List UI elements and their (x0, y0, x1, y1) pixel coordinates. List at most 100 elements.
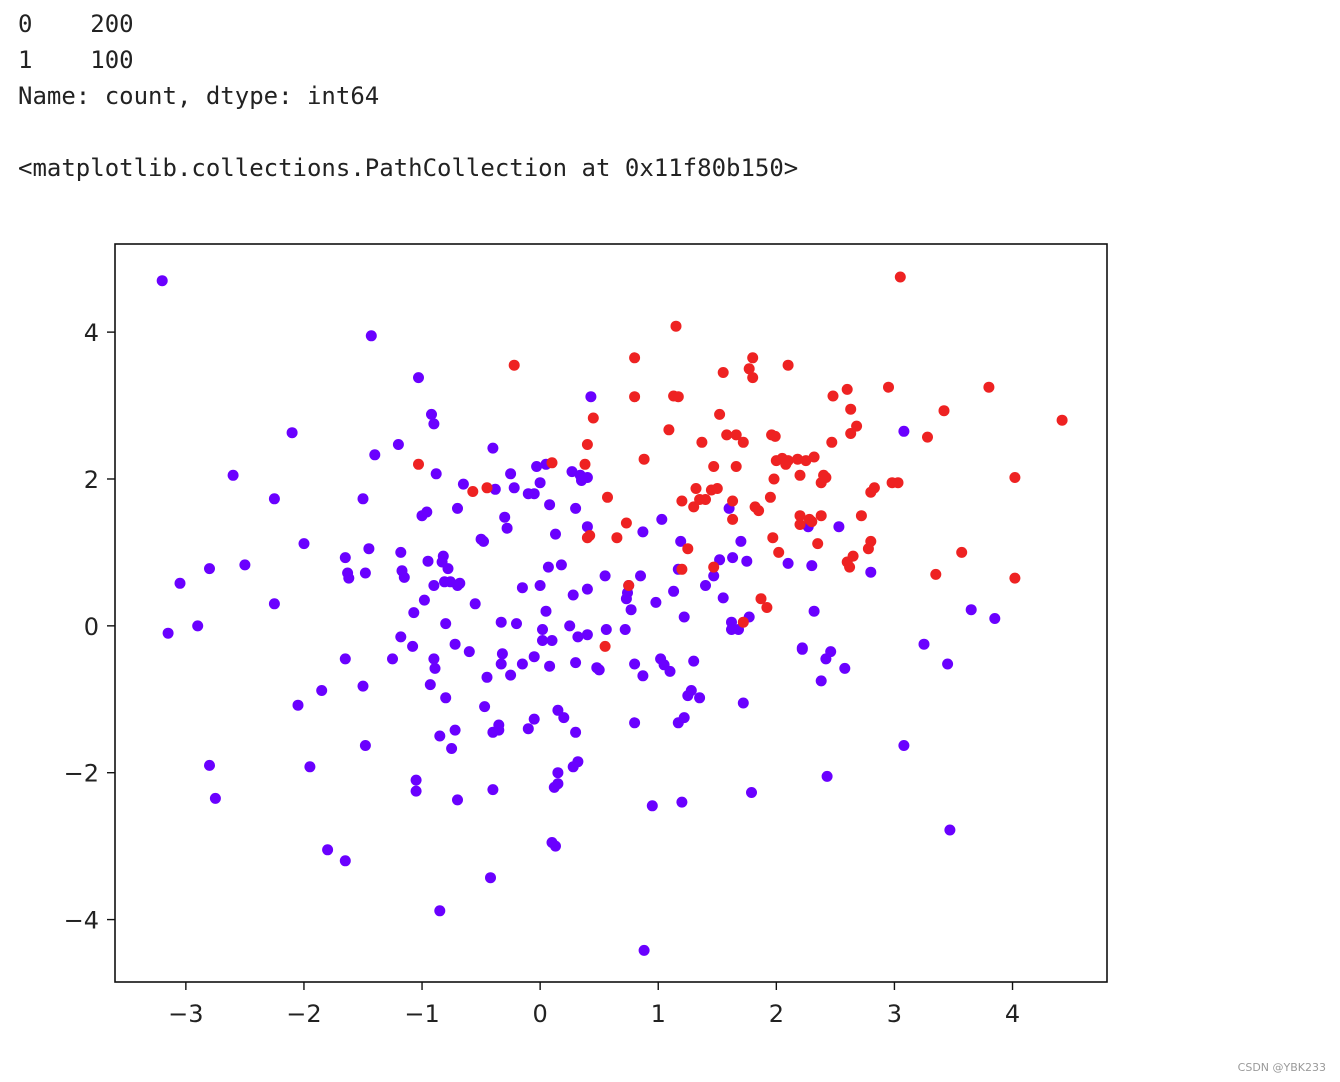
points-layer (156, 271, 1068, 956)
scatter-point-class-0 (395, 631, 407, 643)
scatter-point-class-0 (395, 546, 407, 558)
scatter-point-class-1 (696, 436, 708, 448)
scatter-point-class-0 (437, 550, 449, 562)
x-tick-label: −3 (168, 1000, 203, 1028)
x-tick-label: 2 (769, 1000, 784, 1028)
scatter-point-class-1 (714, 408, 726, 420)
scatter-point-class-0 (442, 563, 454, 575)
scatter-point-class-1 (753, 505, 765, 517)
scatter-point-class-0 (619, 624, 631, 635)
scatter-point-class-0 (685, 685, 697, 696)
scatter-point-class-0 (239, 559, 251, 571)
scatter-point-class-1 (782, 359, 794, 371)
scatter-point-class-0 (505, 468, 517, 480)
scatter-point-class-1 (587, 412, 599, 424)
scatter-point-class-0 (357, 493, 369, 505)
scatter-point-class-0 (304, 761, 316, 773)
scatter-point-class-0 (387, 653, 398, 665)
y-tick-label: −4 (64, 907, 99, 935)
scatter-point-class-0 (625, 604, 637, 616)
scatter-point-class-0 (552, 704, 564, 716)
scatter-point-class-1 (826, 436, 838, 448)
scatter-point-class-0 (544, 499, 556, 511)
scatter-point-class-0 (434, 905, 446, 917)
scatter-point-class-1 (727, 495, 739, 507)
scatter-point-class-0 (440, 692, 452, 704)
scatter-point-class-0 (493, 724, 505, 736)
scatter-point-class-0 (429, 662, 441, 674)
scatter-point-class-0 (522, 723, 534, 735)
scatter-point-class-1 (629, 391, 641, 403)
y-tick-label: 0 (84, 613, 99, 641)
scatter-point-class-1 (467, 486, 479, 497)
axes-layer: −3 −2 −1 0 1 2 3 4 −4 −2 0 2 4 (64, 243, 1108, 1028)
scatter-point-class-0 (528, 488, 540, 500)
scatter-point-class-0 (570, 657, 582, 669)
y-tick-label: 4 (84, 319, 99, 347)
scatter-point-class-1 (413, 458, 424, 470)
scatter-point-class-1 (611, 532, 623, 544)
scatter-point-class-1 (730, 461, 742, 472)
scatter-point-class-0 (479, 701, 491, 713)
scatter-point-class-1 (761, 602, 773, 613)
scatter-point-class-1 (794, 519, 806, 530)
scatter-point-class-1 (769, 430, 781, 442)
scatter-point-class-0 (428, 580, 440, 591)
scatter-point-class-0 (821, 770, 833, 782)
scatter-point-class-0 (534, 477, 546, 489)
scatter-point-class-0 (446, 743, 458, 754)
scatter-point-class-1 (730, 429, 742, 441)
scatter-point-class-1 (845, 403, 857, 415)
scatter-point-class-0 (567, 589, 579, 601)
scatter-point-class-1 (808, 451, 820, 463)
scatter-point-class-0 (452, 502, 463, 514)
scatter-point-class-1 (623, 580, 635, 591)
scatter-point-class-1 (792, 453, 804, 465)
scatter-point-class-1 (579, 458, 591, 470)
scatter-point-class-0 (339, 653, 351, 665)
scatter-point-class-0 (815, 675, 827, 687)
scatter-point-class-1 (584, 530, 596, 541)
scatter-point-class-0 (421, 506, 433, 518)
scatter-point-class-1 (983, 381, 995, 393)
scatter-point-class-1 (602, 491, 613, 503)
count-output-line-1: 1 100 (18, 46, 134, 74)
scatter-point-class-0 (688, 655, 700, 667)
scatter-point-class-0 (363, 543, 375, 555)
x-tick-label: 3 (887, 1000, 902, 1028)
scatter-point-class-0 (418, 594, 430, 606)
scatter-point-class-1 (883, 381, 894, 393)
scatter-point-class-1 (690, 483, 702, 494)
scatter-point-class-0 (192, 620, 204, 632)
scatter-point-class-1 (1009, 572, 1021, 584)
scatter-point-class-0 (650, 596, 662, 608)
scatter-point-class-0 (664, 665, 676, 677)
scatter-point-class-0 (316, 685, 328, 696)
scatter-point-class-0 (392, 439, 404, 450)
scatter-point-class-0 (550, 840, 561, 852)
x-tick-label: −2 (286, 1000, 321, 1028)
scatter-point-class-1 (894, 271, 906, 283)
scatter-point-class-0 (540, 605, 552, 617)
scatter-point-class-0 (735, 535, 747, 547)
scatter-point-class-0 (593, 664, 605, 676)
scatter-point-class-0 (426, 408, 437, 420)
scatter-point-class-0 (635, 570, 646, 582)
scatter-point-class-0 (339, 855, 351, 867)
scatter-point-class-0 (508, 482, 520, 494)
scatter-point-class-0 (806, 560, 818, 572)
scatter-point-class-0 (365, 330, 377, 342)
scatter-point-class-0 (398, 571, 410, 583)
scatter-point-class-1 (845, 428, 857, 439)
scatter-point-class-1 (844, 561, 856, 573)
scatter-point-class-0 (537, 624, 548, 635)
scatter-point-class-0 (918, 638, 930, 650)
scatter-point-class-1 (1056, 414, 1068, 426)
scatter-point-class-0 (552, 767, 564, 779)
scatter-point-class-0 (286, 427, 298, 439)
scatter-point-class-0 (537, 635, 548, 646)
scatter-point-class-0 (268, 598, 280, 610)
scatter-point-class-0 (668, 585, 680, 597)
scatter-point-class-0 (572, 756, 584, 768)
